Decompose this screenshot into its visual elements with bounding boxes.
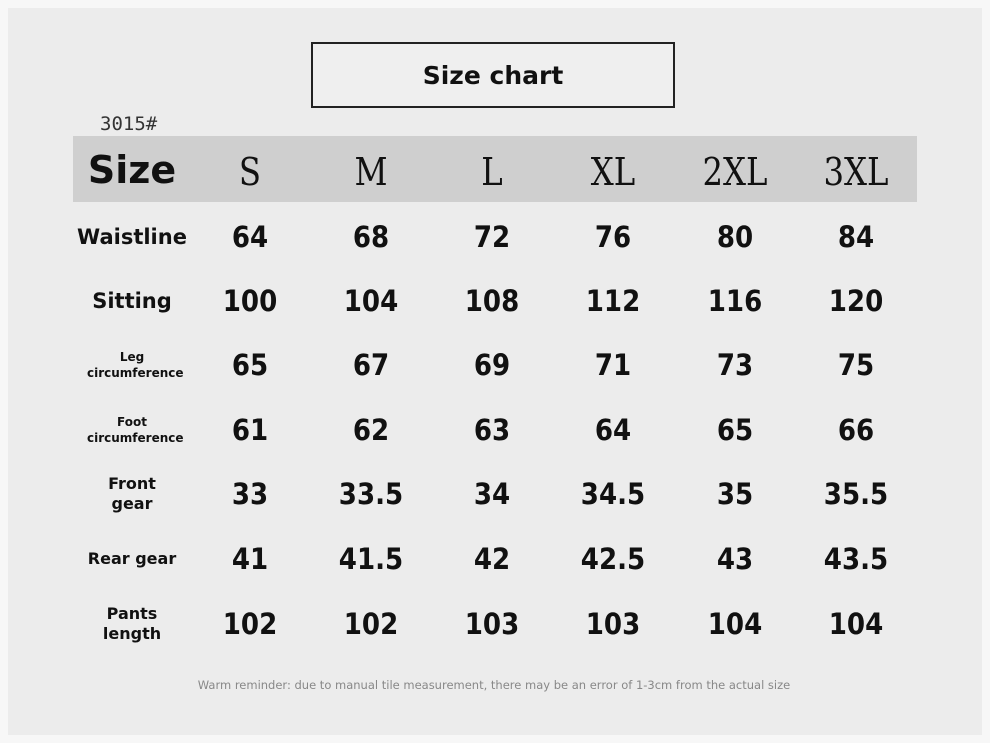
table-cell: 104 <box>707 607 763 641</box>
row-label: Front gear <box>108 474 156 513</box>
size-column-header: M <box>354 150 388 194</box>
size-column-header: S <box>238 150 262 194</box>
size-column-header: L <box>481 150 503 194</box>
table-cell: 43 <box>716 542 754 576</box>
table-cell: 100 <box>222 284 278 318</box>
table-cell: 104 <box>343 284 399 318</box>
size-column-header: XL <box>590 150 636 194</box>
table-cell: 63 <box>473 413 511 447</box>
style-code: 3015# <box>100 113 158 135</box>
size-header-label: Size <box>87 148 177 192</box>
table-cell: 103 <box>464 607 520 641</box>
table-cell: 35.5 <box>823 477 889 511</box>
table-cell: 43.5 <box>823 542 889 576</box>
table-cell: 69 <box>473 348 511 382</box>
table-cell: 116 <box>707 284 763 318</box>
table-cell: 33 <box>231 477 269 511</box>
table-cell: 66 <box>837 413 875 447</box>
table-cell: 120 <box>828 284 884 318</box>
table-cell: 41 <box>231 542 269 576</box>
table-cell: 72 <box>473 220 511 254</box>
table-cell: 65 <box>716 413 754 447</box>
table-cell: 73 <box>716 348 754 382</box>
row-label: Rear gear <box>87 549 177 568</box>
row-label: Pants length <box>102 604 162 643</box>
table-cell: 84 <box>837 220 875 254</box>
table-cell: 76 <box>594 220 632 254</box>
header-bar <box>73 136 917 202</box>
table-cell: 64 <box>231 220 269 254</box>
chart-title: Size chart <box>311 42 675 108</box>
table-cell: 62 <box>352 413 390 447</box>
table-cell: 80 <box>716 220 754 254</box>
table-cell: 42 <box>473 542 511 576</box>
table-cell: 42.5 <box>580 542 646 576</box>
table-cell: 34.5 <box>580 477 646 511</box>
table-cell: 41.5 <box>338 542 404 576</box>
table-cell: 35 <box>716 477 754 511</box>
table-cell: 108 <box>464 284 520 318</box>
table-cell: 65 <box>231 348 269 382</box>
size-column-header: 3XL <box>823 150 889 194</box>
size-column-header: 2XL <box>702 150 768 194</box>
row-label: Sitting <box>92 289 172 313</box>
table-cell: 75 <box>837 348 875 382</box>
table-cell: 61 <box>231 413 269 447</box>
row-label: Waistline <box>77 225 187 249</box>
table-cell: 103 <box>585 607 641 641</box>
table-cell: 67 <box>352 348 390 382</box>
table-cell: 33.5 <box>338 477 404 511</box>
warm-reminder: Warm reminder: due to manual tile measur… <box>197 678 791 692</box>
table-cell: 64 <box>594 413 632 447</box>
table-cell: 68 <box>352 220 390 254</box>
table-cell: 112 <box>585 284 641 318</box>
row-label: Foot circumference <box>87 415 184 445</box>
table-cell: 104 <box>828 607 884 641</box>
table-cell: 102 <box>343 607 399 641</box>
table-cell: 71 <box>594 348 632 382</box>
table-cell: 34 <box>473 477 511 511</box>
size-chart-panel <box>8 8 982 735</box>
row-label: Leg circumference <box>87 350 184 380</box>
table-cell: 102 <box>222 607 278 641</box>
